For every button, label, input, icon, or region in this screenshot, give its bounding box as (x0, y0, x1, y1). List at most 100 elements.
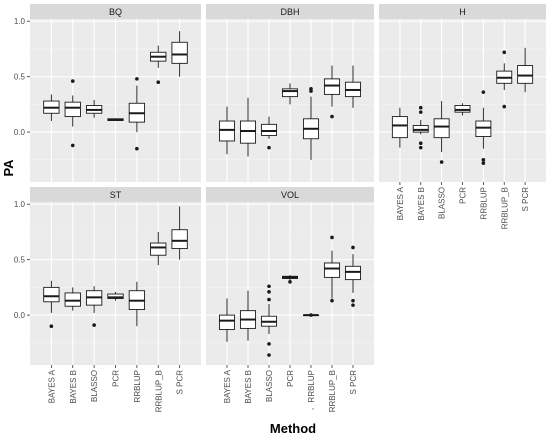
box-iqr (344, 265, 362, 281)
outlier-point (288, 280, 292, 284)
box-iqr (43, 286, 60, 303)
panel-st: ST 0.0 0.5 1.0 BAYES A BAYES B BLASSO PCR RRBLUP… (14, 187, 201, 412)
y-tick-label: 0.0 (14, 311, 26, 320)
strip-bq (30, 4, 201, 19)
outlier-point (418, 105, 423, 110)
x-tick-label-rrblup: RRBLUP (479, 187, 488, 219)
x-tick-label-bayes-b: BAYES B (417, 187, 426, 221)
box-bq-pcr (107, 118, 124, 122)
y-tick-label: 0.0 (14, 128, 26, 137)
box-vol-bayes-b (239, 290, 257, 341)
box-iqr (323, 78, 341, 95)
box-iqr (454, 105, 471, 113)
outlier-point (502, 50, 507, 55)
outlier-point (439, 160, 444, 164)
strip-h (379, 4, 546, 19)
x-tick-label-s-pcr: S PCR (176, 370, 185, 395)
outlier-point (267, 342, 271, 346)
x-tick-label-rrblup-b: RRBLUP_B (328, 370, 337, 412)
box-iqr (239, 120, 257, 144)
outlier-point (481, 90, 486, 94)
outlier-point (418, 145, 423, 150)
stray-comma: , (312, 402, 314, 411)
strip-label-st: ST (110, 190, 122, 200)
x-tick-label-pcr: PCR (112, 370, 121, 387)
outlier-point (418, 141, 423, 145)
box-iqr (260, 123, 278, 136)
x-tick-label-pcr: PCR (286, 370, 295, 387)
outlier-point (49, 324, 54, 328)
box-dbh-bayes-a (218, 106, 236, 155)
outlier-point (309, 87, 313, 91)
x-tick-label-pcr: PCR (459, 187, 468, 204)
outlier-point (330, 114, 334, 119)
box-iqr (412, 124, 429, 133)
panel-dbh: DBH (206, 4, 374, 182)
box-st-rrblup (128, 281, 146, 327)
x-tick-label-bayes-b: BAYES B (69, 370, 78, 404)
y-tick-label: 1.0 (14, 17, 26, 26)
box-iqr (281, 88, 299, 98)
outlier-point (267, 284, 271, 289)
outlier-point (309, 313, 313, 317)
box-iqr (150, 242, 167, 256)
box-h-s-pcr (517, 47, 534, 93)
outlier-point (267, 297, 271, 302)
box-h-rrblup (475, 90, 492, 165)
outlier-point (70, 143, 75, 148)
outlier-point (135, 77, 139, 81)
box-vol-s-pcr (344, 245, 362, 307)
box-st-pcr (107, 291, 124, 301)
box-iqr (323, 262, 341, 278)
box-st-bayes-a (43, 280, 60, 328)
box-iqr (391, 116, 408, 139)
strip-vol (206, 187, 374, 202)
strip-label-dbh: DBH (280, 7, 299, 17)
box-st-rrblup-b (150, 231, 167, 266)
box-bq-rrblup (128, 77, 146, 151)
box-vol-blasso (260, 284, 278, 357)
y-axis-title: PA (1, 159, 16, 177)
x-tick-label-rrblup-b: RRBLUP_B (500, 187, 509, 229)
outlier-point (418, 110, 423, 114)
box-iqr (171, 229, 188, 250)
box-dbh-bayes-b (239, 97, 257, 157)
box-st-blasso (85, 286, 103, 327)
box-iqr (64, 101, 81, 118)
box-dbh-rrblup-b (323, 65, 341, 119)
x-axis-title: Method (270, 421, 316, 436)
box-bq-bayes-b (64, 79, 81, 148)
y-tick-label: 0.5 (14, 73, 26, 82)
box-h-bayes-a (391, 107, 408, 148)
outlier-point (351, 245, 355, 250)
box-bq-blasso (85, 99, 103, 118)
y-tick-label: 0.5 (14, 256, 26, 265)
box-dbh-blasso (260, 116, 278, 150)
box-h-bayes-b (412, 105, 429, 150)
x-tick-label-s-pcr: S PCR (521, 187, 530, 212)
box-bq-rrblup-b (150, 45, 167, 85)
strip-label-vol: VOL (281, 190, 299, 200)
panel-h: H BAYES A BAYES B BLASSO PCR RRBLUP RRBLUP_B S … (379, 4, 546, 229)
box-st-s-pcr (171, 206, 188, 260)
x-tick-label-bayes-b: BAYES B (244, 370, 253, 404)
strip-label-h: H (459, 7, 466, 17)
box-iqr (218, 314, 236, 330)
outlier-point (70, 79, 75, 83)
box-iqr (517, 65, 534, 84)
y-tick-label: 1.0 (14, 200, 26, 209)
outlier-point (330, 298, 334, 303)
outlier-point (502, 104, 507, 109)
outlier-point (481, 161, 486, 165)
box-h-pcr (454, 103, 471, 116)
box-iqr (64, 292, 81, 307)
outlier-point (92, 323, 96, 327)
box-iqr (107, 293, 124, 299)
outlier-point (481, 158, 486, 162)
box-vol-rrblup (302, 313, 320, 317)
box-vol-pcr (281, 275, 299, 284)
box-h-blasso (433, 101, 450, 164)
x-tick-label-blasso: BLASSO (438, 187, 447, 219)
x-tick-label-rrblup: RRBLUP (133, 370, 142, 402)
